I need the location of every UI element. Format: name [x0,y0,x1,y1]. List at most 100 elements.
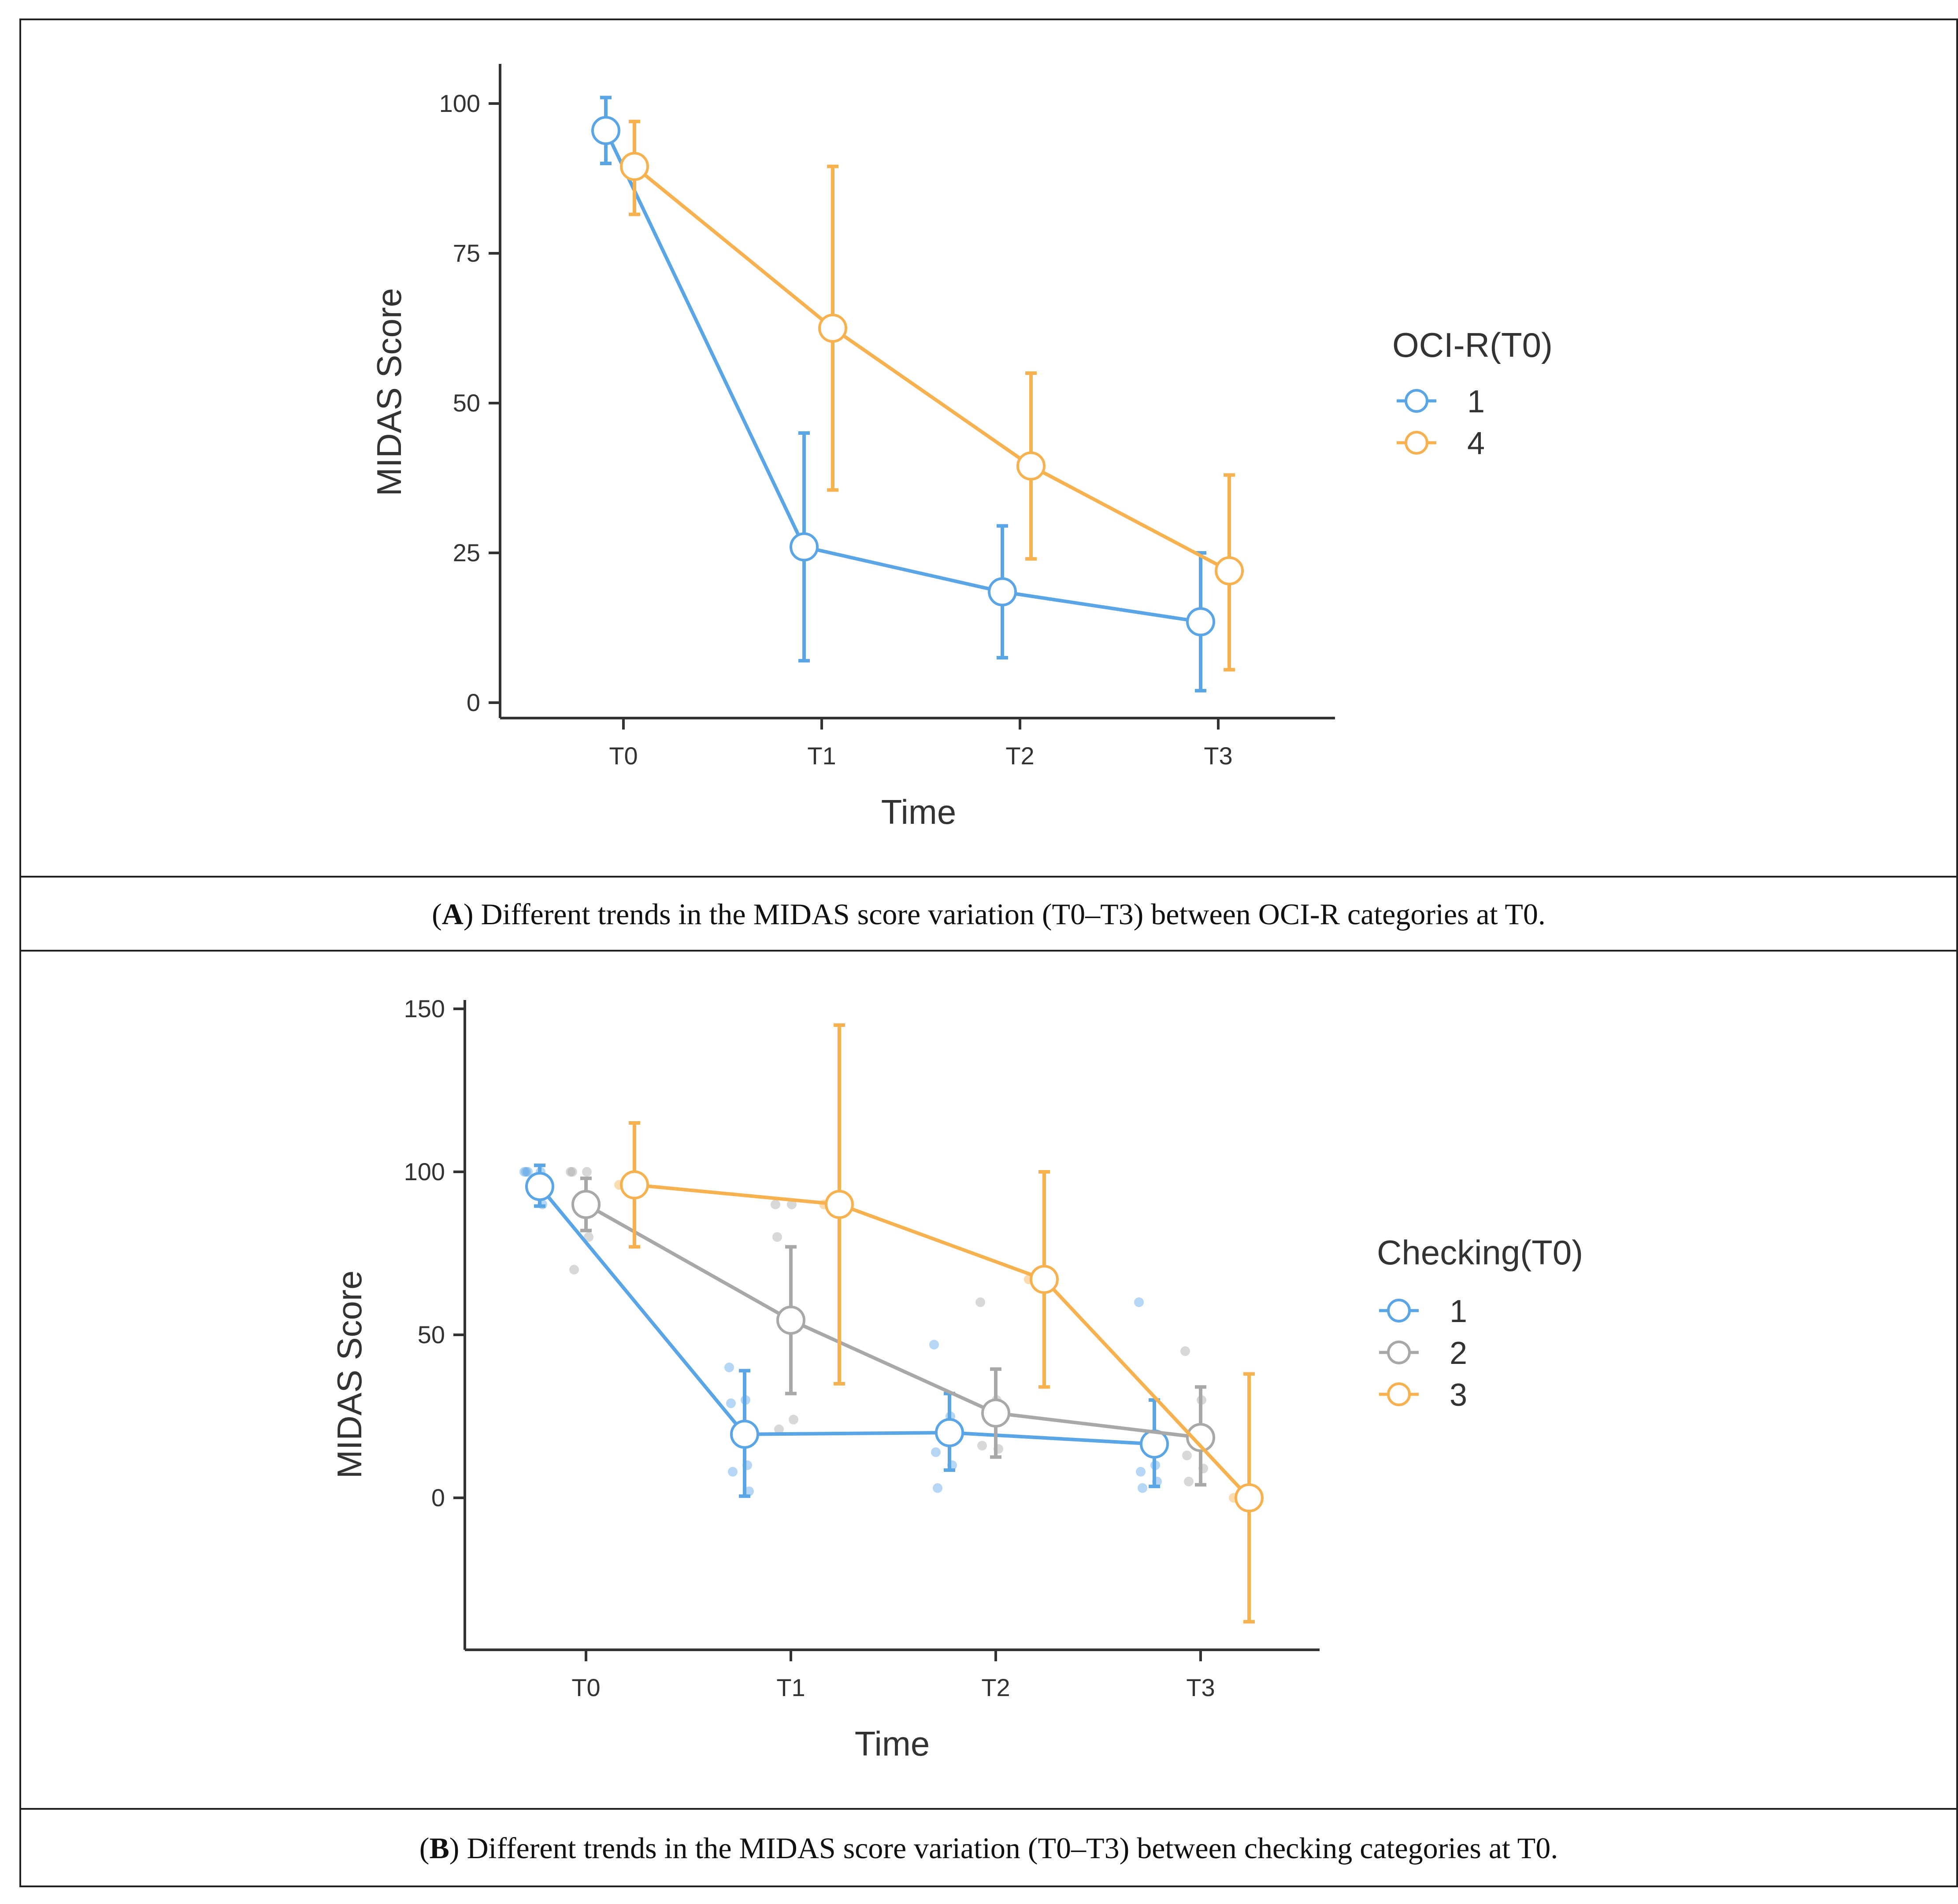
panel-b-x-tick-label: T0 [571,1674,600,1701]
panel-b-x-tick-label: T1 [776,1674,805,1701]
panel-b-jitter-point [933,1483,942,1493]
panel-b-legend-label: 1 [1450,1294,1467,1329]
panel-b-jitter-point [772,1232,782,1242]
panel-b-jitter-point [1134,1297,1144,1307]
panel-b-jitter-point [1182,1450,1192,1460]
panel-b-y-tick-label: 0 [431,1484,445,1511]
panel-a-legend-title: OCI-R(T0) [1392,326,1553,364]
panel-a-legend-swatch-point [1405,389,1428,413]
panel-a-data-point [620,152,649,181]
panel-b-jitter-point [1184,1477,1194,1486]
panel-b-jitter-point [975,1297,985,1307]
panel-b-y-tick-label: 100 [404,1158,445,1185]
panel-b-y-tick-label: 150 [404,995,445,1022]
panel-a-legend: OCI-R(T0) 14 [1392,326,1553,461]
panel-b-data-point [1235,1483,1264,1512]
panel-b-jitter-point [523,1167,533,1177]
panel-a-data-point [1186,607,1215,637]
panel-a-x-tick-label: T3 [1204,742,1232,770]
panel-b-data-point [571,1190,601,1219]
panel-b-jitter-point [569,1265,579,1274]
panel-a-y-tick-label: 100 [439,89,480,117]
panel-b-legend: Checking(T0) 1 2 3 [1377,1233,1583,1413]
panel-b-data-point [525,1172,554,1201]
panel-a-x-axis-title: Time [881,793,956,831]
panel-a-data-point [790,532,819,562]
panel-b-legend-swatch-point [1387,1382,1411,1406]
panel-a-caption-text: ) Different trends in the MIDAS score va… [464,897,1546,931]
panel-a-data-point [1215,556,1244,585]
panel-b-caption-label: B [429,1831,449,1865]
panel-b-series-line-1 [538,1185,1155,1446]
panel-b-axes: 0 50 100 150 T0 T1 T2 T3 [404,995,1320,1701]
panel-b-jitter-point [724,1363,734,1372]
panel-a-legend-label: 1 [1467,384,1485,419]
panel-b-data-point [1186,1423,1215,1452]
panel-b-data-point [1030,1265,1059,1294]
panel-b-caption: (B) Different trends in the MIDAS score … [419,1831,1558,1865]
panel-b-data-point [776,1305,805,1335]
panel-b-jitter-point [931,1447,941,1457]
panel-b-legend-swatch-point [1387,1341,1411,1364]
panel-a-caption: (A) Different trends in the MIDAS score … [432,897,1546,931]
panel-a-series-line-4 [633,165,1230,573]
panel-a-marks [591,96,1244,693]
panel-a-legend-swatch-point [1405,431,1428,455]
panel-b-jitter-point [789,1415,798,1425]
panel-b-jitter-point [1138,1483,1147,1493]
panel-b-y-axis-title: MIDAS Score [330,1271,369,1478]
panel-b-legend-label: 3 [1450,1378,1467,1413]
panel-b-legend-swatch-point [1387,1299,1411,1322]
panel-b-x-axis-title: Time [855,1724,930,1763]
panel-b-jitter-point [787,1200,797,1209]
panel-b-jitter-point [584,1232,593,1242]
panel-a-x-tick-label: T0 [609,742,638,770]
panel-b-data-point [825,1190,854,1219]
panel-b-jitter-point [1136,1467,1146,1477]
panel-b-jitter-point [519,1167,529,1177]
panel-b-legend-items: 1 2 3 [1379,1294,1467,1413]
panel-a-legend-label: 4 [1467,426,1485,461]
panel-b-jitter-point [728,1467,738,1477]
panel-a-y-tick-label: 50 [453,389,480,417]
panel-b-chart: 0 50 100 150 T0 T1 T2 T3 Time MIDAS Score Check… [330,995,1583,1763]
panel-b-jitter-point [582,1167,592,1177]
panel-b-marks [519,1023,1264,1624]
panel-a-x-tick-label: T2 [1005,742,1034,770]
panel-b-jitter-point [521,1167,531,1177]
panel-b-jitter-point [566,1167,575,1177]
panel-b-jitter-point [929,1340,939,1350]
panel-b-data-point [935,1418,964,1447]
panel-b-x-tick-label: T3 [1186,1674,1215,1701]
panel-a-y-axis-title: MIDAS Score [370,288,408,496]
panel-a-data-point [1016,451,1046,481]
panel-b-jitter-point [726,1398,736,1408]
panel-b-data-point [730,1419,759,1449]
panel-a-y-tick-label: 25 [453,539,480,567]
panel-b-y-tick-label: 50 [418,1321,445,1348]
panel-a-axes: 0 25 50 75 100 T0 T1 T2 T3 [439,64,1335,770]
panel-a-series-line-1 [604,130,1201,624]
panel-a-data-point [988,577,1017,607]
panel-b-legend-title: Checking(T0) [1377,1233,1583,1272]
panel-b-jitter-point [744,1486,754,1497]
figure-frame [19,19,1958,1887]
panel-a-data-point [591,116,620,145]
panel-b-jitter-point [774,1424,784,1434]
panel-b-x-tick-label: T2 [981,1674,1010,1701]
panel-a-y-tick-label: 0 [467,689,480,716]
panel-b-caption-text: ) Different trends in the MIDAS score va… [449,1831,1558,1865]
panel-a-data-point [818,314,847,343]
panel-b-jitter-point [1180,1346,1190,1356]
panel-a-x-tick-label: T1 [807,742,836,770]
panel-a-legend-items: 14 [1397,384,1485,461]
panel-b-series-line-3 [634,1183,1250,1499]
panel-a-y-tick-label: 75 [453,239,480,267]
panel-b-jitter-point [567,1167,577,1177]
panel-b-legend-label: 2 [1450,1336,1467,1371]
panel-b-jitter-point [771,1200,780,1209]
panel-b-data-point [981,1398,1010,1428]
panel-b-jitter-point [977,1441,987,1451]
panel-a-chart: 0 25 50 75 100 T0 T1 T2 T3 Time MIDAS Score OCI-… [370,64,1553,831]
